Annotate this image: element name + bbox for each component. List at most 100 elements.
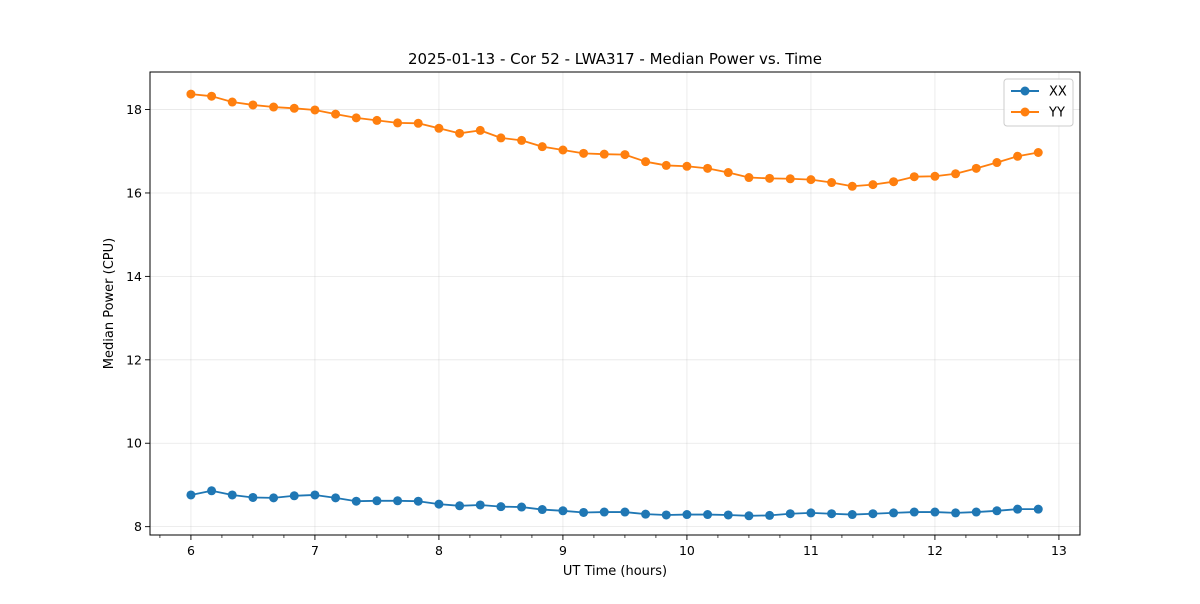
data-point-xx [868, 509, 878, 519]
data-point-yy [703, 163, 713, 173]
x-tick-label: 13 [1051, 543, 1067, 558]
data-point-yy [434, 123, 444, 133]
data-point-xx [455, 501, 465, 511]
data-point-xx [227, 490, 237, 500]
data-point-yy [1033, 148, 1043, 157]
series-layer [186, 89, 1043, 521]
data-point-yy [971, 163, 981, 173]
data-point-yy [951, 169, 961, 179]
y-tick-label: 18 [126, 102, 142, 117]
data-point-xx [723, 510, 733, 520]
data-point-xx [310, 490, 320, 500]
data-point-yy [558, 145, 568, 155]
data-point-xx [827, 509, 837, 519]
legend-marker-yy [1020, 107, 1030, 117]
data-point-yy [537, 142, 547, 152]
data-point-xx [930, 507, 940, 517]
grid-lines [150, 72, 1080, 535]
data-point-yy [248, 100, 258, 110]
legend-marker-xx [1020, 86, 1030, 96]
data-point-xx [971, 507, 981, 517]
data-point-yy [868, 180, 878, 190]
data-point-xx [661, 510, 671, 520]
data-point-xx [434, 499, 444, 509]
data-point-yy [930, 171, 940, 181]
data-point-xx [641, 509, 651, 519]
x-tick-label: 8 [435, 543, 443, 558]
data-point-yy [806, 175, 816, 185]
data-point-yy [372, 115, 382, 125]
data-point-yy [889, 177, 899, 187]
data-point-xx [620, 507, 630, 517]
x-tick-label: 10 [679, 543, 695, 558]
data-point-xx [1013, 504, 1023, 514]
x-tick-label: 12 [927, 543, 943, 558]
legend-label-xx: XX [1049, 85, 1067, 100]
data-point-xx [951, 508, 961, 518]
data-point-yy [351, 113, 361, 123]
y-tick-label: 16 [126, 185, 142, 200]
chart-title: 2025-01-13 - Cor 52 - LWA317 - Median Po… [408, 50, 822, 68]
y-tick-label: 12 [126, 352, 142, 367]
data-point-yy [207, 91, 217, 101]
data-point-yy [310, 105, 320, 115]
data-point-xx [765, 510, 775, 520]
data-point-yy [682, 161, 692, 171]
data-point-xx [269, 493, 279, 503]
data-point-yy [723, 168, 733, 178]
y-tick-label: 10 [126, 436, 142, 451]
y-tick-label: 14 [126, 269, 142, 284]
x-tick-label: 11 [803, 543, 819, 558]
data-point-yy [331, 109, 341, 119]
x-axis-label: UT Time (hours) [563, 564, 667, 579]
x-tick-label: 9 [559, 543, 567, 558]
data-point-xx [909, 507, 919, 517]
data-point-yy [909, 172, 919, 182]
data-point-yy [455, 128, 465, 138]
series-yy [186, 89, 1043, 191]
data-point-xx [186, 490, 196, 500]
data-point-yy [641, 157, 651, 167]
series-xx [186, 486, 1043, 521]
axis-ticks: 6 7 8 9 10 11 12 13 8 10 12 14 16 18 [126, 102, 1067, 558]
plot-area-frame [149, 71, 1081, 536]
data-point-yy [599, 149, 609, 159]
legend: XX YY [1003, 78, 1074, 127]
data-point-yy [579, 148, 589, 158]
y-tick-label: 8 [134, 519, 142, 534]
data-point-yy [227, 97, 237, 107]
x-tick-label: 7 [311, 543, 319, 558]
data-point-yy [496, 133, 506, 143]
data-point-yy [992, 158, 1002, 168]
legend-label-yy: YY [1048, 106, 1065, 121]
x-tick-label: 6 [187, 543, 195, 558]
data-point-yy [269, 102, 279, 112]
data-point-yy [517, 135, 527, 145]
data-point-xx [1033, 504, 1043, 514]
data-point-xx [372, 496, 382, 506]
data-point-yy [827, 178, 837, 188]
data-point-xx [207, 486, 217, 496]
data-point-xx [289, 491, 299, 501]
data-point-xx [413, 496, 423, 506]
data-point-xx [537, 505, 547, 515]
data-point-xx [351, 496, 361, 506]
data-point-xx [331, 493, 341, 503]
data-point-xx [475, 500, 485, 510]
data-point-yy [744, 173, 754, 183]
data-point-yy [661, 160, 671, 170]
data-point-xx [599, 507, 609, 517]
y-axis-label: Median Power (CPU) [102, 238, 117, 369]
data-point-yy [1013, 151, 1023, 161]
data-point-xx [744, 511, 754, 521]
data-point-yy [847, 181, 857, 191]
data-point-yy [475, 125, 485, 135]
data-point-yy [413, 118, 423, 128]
data-point-xx [579, 507, 589, 517]
data-point-xx [806, 508, 816, 518]
data-point-xx [496, 502, 506, 512]
data-point-yy [785, 174, 795, 184]
data-point-xx [517, 502, 527, 512]
